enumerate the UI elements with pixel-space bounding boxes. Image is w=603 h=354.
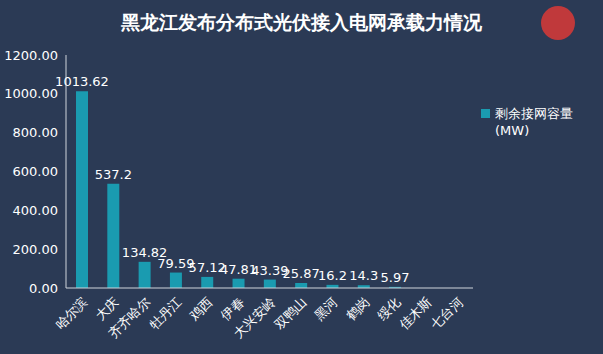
svg-text:鸡西: 鸡西 — [186, 294, 216, 324]
svg-text:79.59: 79.59 — [157, 255, 195, 271]
svg-text:134.82: 134.82 — [121, 244, 168, 260]
svg-text:5.97: 5.97 — [381, 270, 410, 285]
svg-text:16.2: 16.2 — [318, 268, 347, 283]
svg-text:600.00: 600.00 — [13, 164, 59, 179]
svg-text:哈尔滨: 哈尔滨 — [52, 294, 90, 332]
svg-text:七台河: 七台河 — [428, 294, 466, 332]
svg-text:黑河: 黑河 — [312, 294, 341, 323]
svg-text:47.81: 47.81 — [219, 261, 258, 277]
svg-text:佳木斯: 佳木斯 — [397, 294, 435, 332]
svg-text:大庆: 大庆 — [92, 294, 122, 323]
svg-text:绥化: 绥化 — [374, 294, 404, 323]
svg-text:鹤岗: 鹤岗 — [343, 294, 372, 323]
svg-text:齐齐哈尔: 齐齐哈尔 — [106, 294, 153, 341]
svg-text:400.00: 400.00 — [13, 203, 59, 218]
svg-text:537.2: 537.2 — [95, 167, 132, 182]
svg-text:800.00: 800.00 — [13, 125, 59, 140]
svg-text:1200.00: 1200.00 — [4, 48, 58, 63]
svg-text:43.39: 43.39 — [251, 262, 289, 278]
svg-text:0.00: 0.00 — [29, 281, 58, 296]
svg-text:伊春: 伊春 — [217, 294, 247, 323]
svg-text:1000.00: 1000.00 — [4, 86, 58, 101]
svg-text:200.00: 200.00 — [13, 242, 59, 257]
svg-text:14.3: 14.3 — [349, 268, 378, 283]
html-text:剩余接网容量(MW): 剩余接网容量(MW) — [495, 106, 573, 138]
svg-text:25.87: 25.87 — [283, 266, 320, 281]
svg-text:双鸭山: 双鸭山 — [271, 294, 309, 332]
svg-text:大兴安岭: 大兴安岭 — [231, 294, 278, 341]
svg-text:1013.62: 1013.62 — [55, 74, 109, 89]
svg-text:57.12: 57.12 — [188, 259, 226, 275]
svg-text:牡丹江: 牡丹江 — [146, 294, 184, 332]
html-text:黑龙江发布分布式光伏接入电网承载力情况: 黑龙江发布分布式光伏接入电网承载力情况 — [121, 11, 482, 33]
